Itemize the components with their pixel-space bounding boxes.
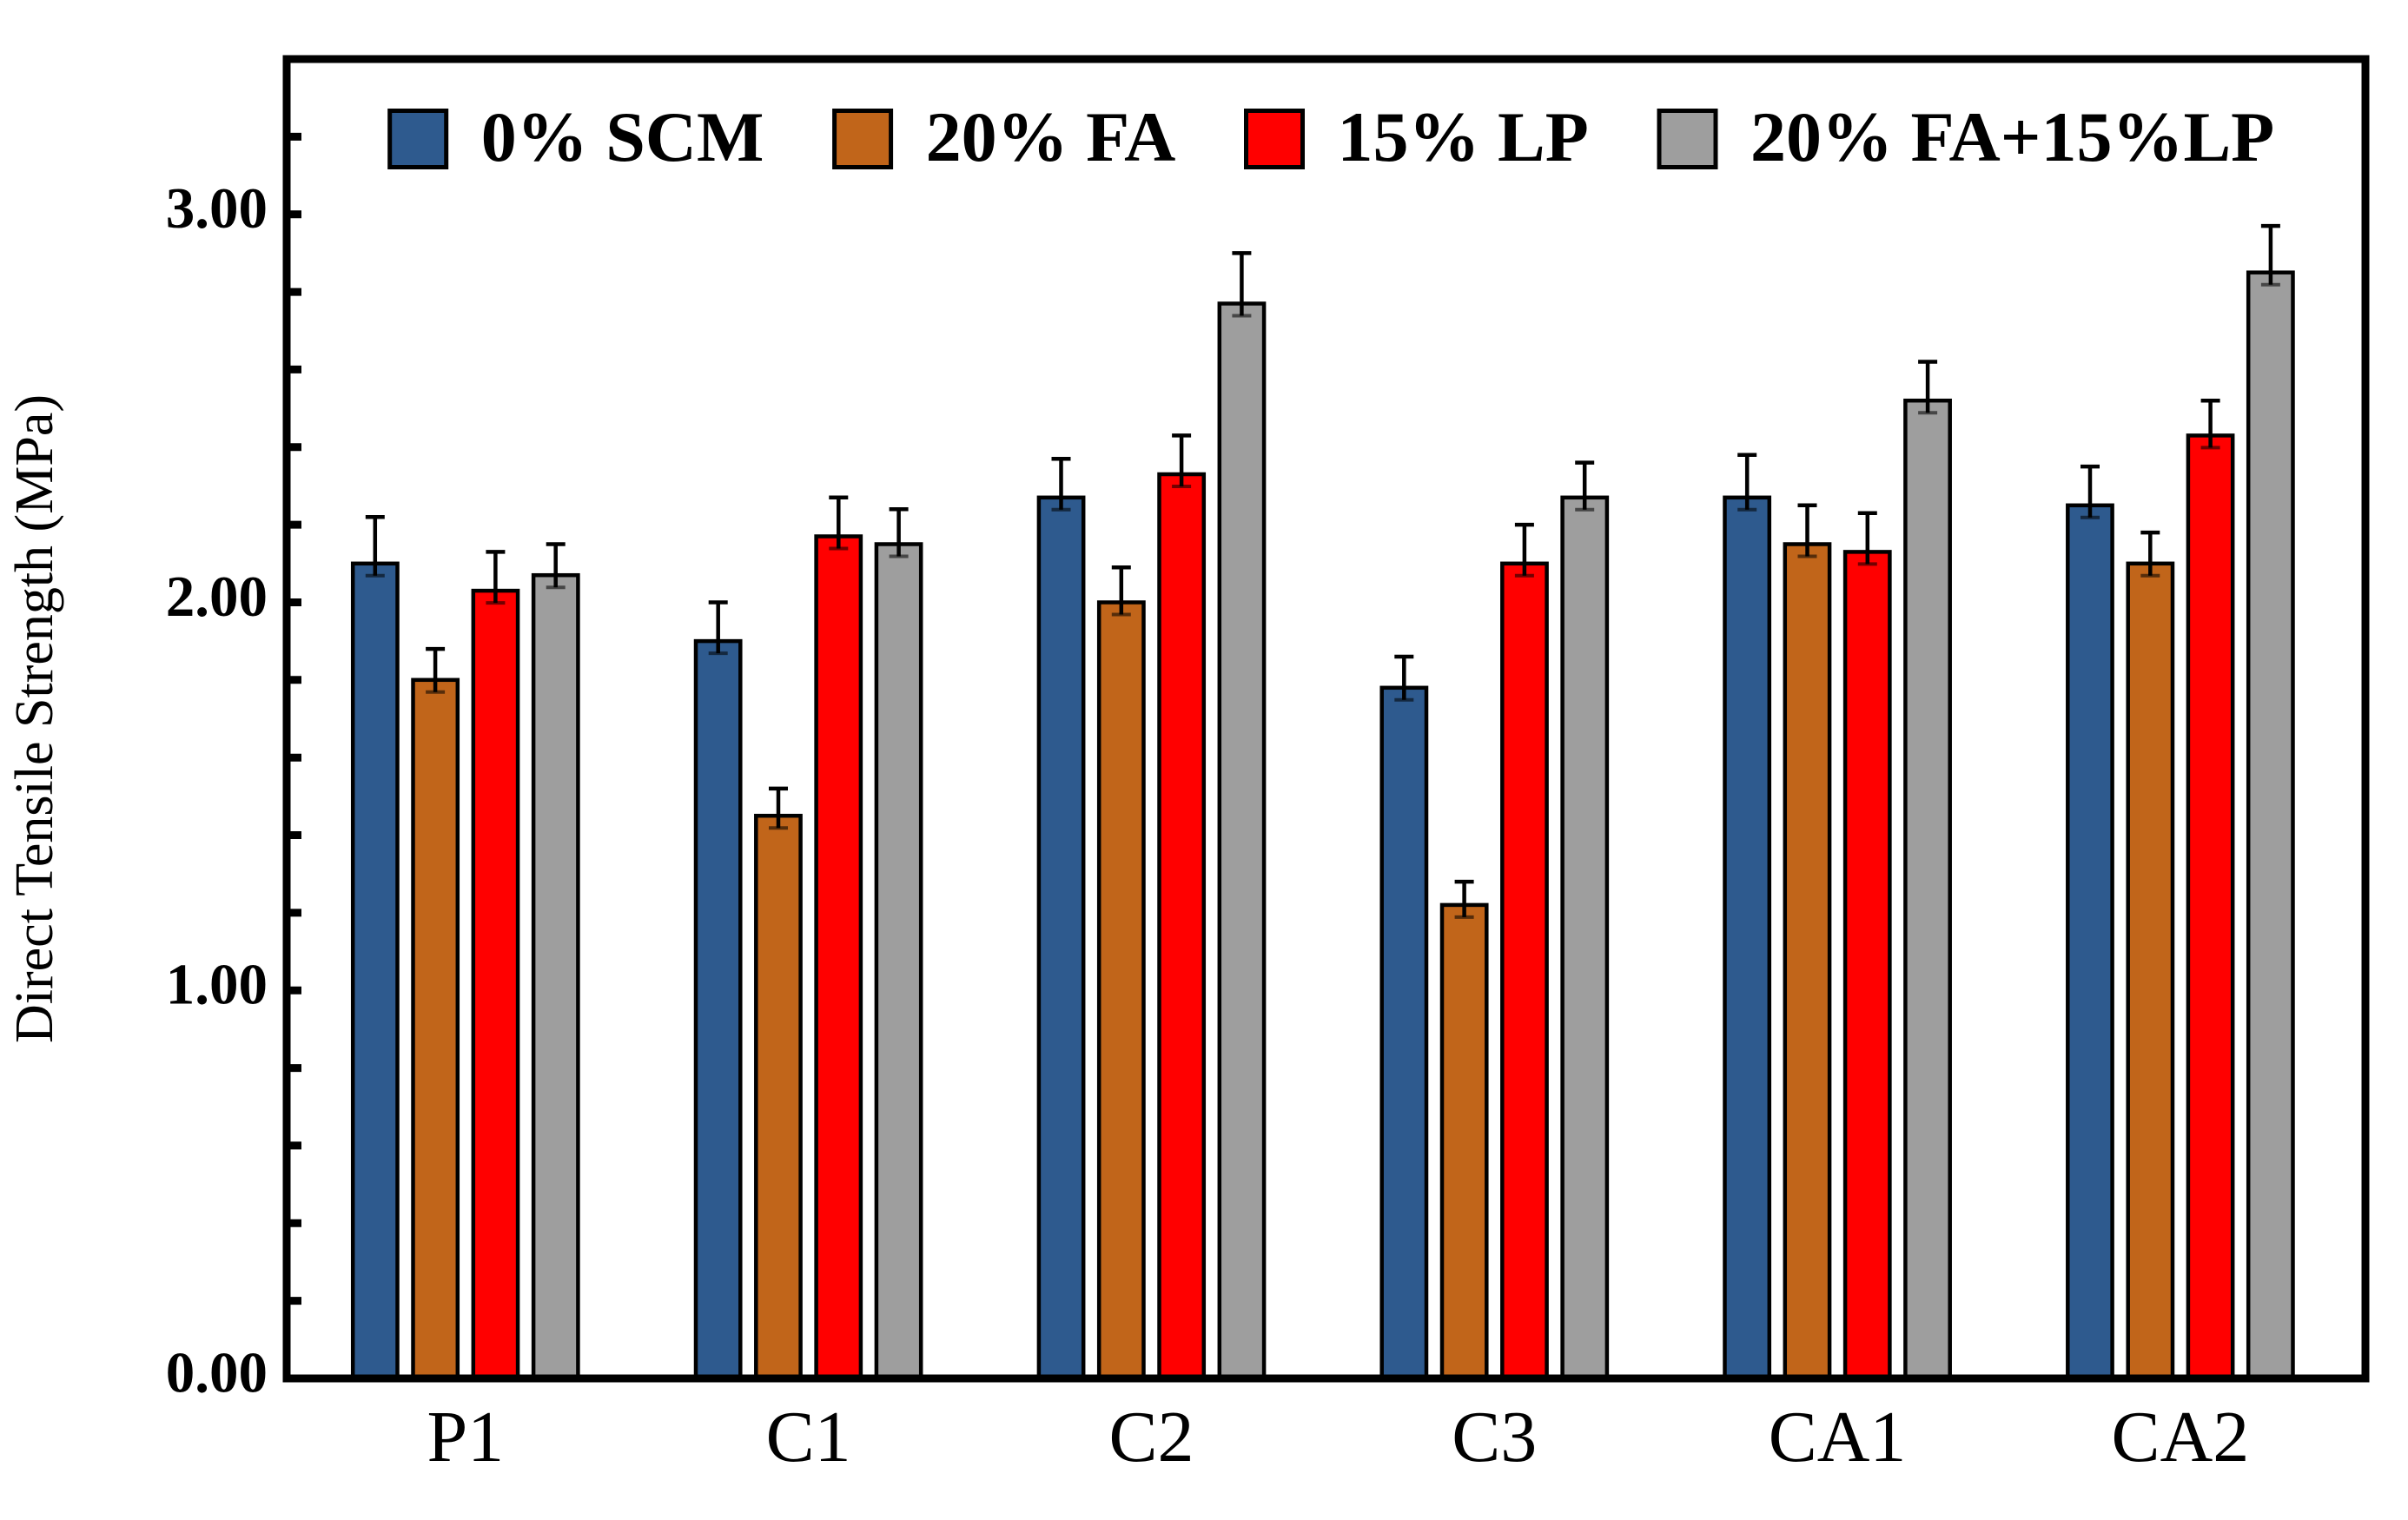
svg-text:20% FA: 20% FA	[926, 97, 1176, 176]
svg-text:2.00: 2.00	[166, 565, 268, 629]
svg-text:20% FA+15%LP: 20% FA+15%LP	[1750, 97, 2274, 176]
svg-text:P1: P1	[427, 1397, 504, 1477]
svg-text:CA2: CA2	[2112, 1397, 2250, 1477]
svg-text:0% SCM: 0% SCM	[481, 97, 764, 176]
svg-text:0.00: 0.00	[166, 1340, 268, 1404]
svg-text:C3: C3	[1452, 1397, 1537, 1477]
svg-text:1.00: 1.00	[166, 953, 268, 1017]
svg-text:C2: C2	[1108, 1397, 1194, 1477]
svg-text:15% LP: 15% LP	[1338, 97, 1589, 176]
svg-text:CA1: CA1	[1769, 1397, 1907, 1477]
svg-text:Direct Tensile Strength (MPa): Direct Tensile Strength (MPa)	[5, 394, 64, 1043]
svg-text:3.00: 3.00	[166, 176, 268, 241]
svg-text:C1: C1	[766, 1397, 851, 1477]
